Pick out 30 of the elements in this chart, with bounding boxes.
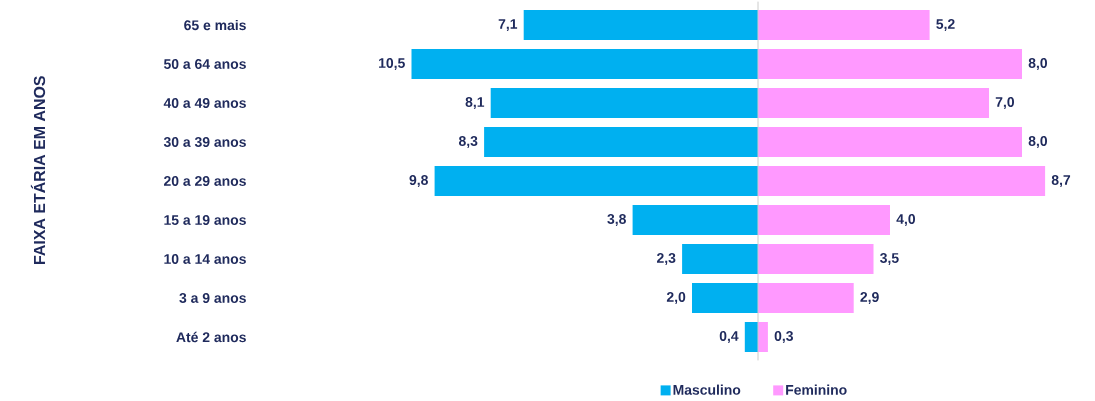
data-label: 9,8 (409, 175, 428, 187)
data-label: 2,3 (656, 253, 676, 265)
data-label: 2,0 (666, 292, 686, 304)
data-label: 8,3 (458, 136, 478, 148)
y-tick-label: 15 a 19 anos (164, 215, 246, 225)
y-axis-title: FAIXA ETÁRIA EM ANOS (30, 76, 46, 264)
data-label: 8,0 (1028, 58, 1048, 70)
data-label: 3,8 (607, 214, 626, 226)
y-tick-label: 10 a 14 anos (164, 254, 246, 264)
y-tick-label: 30 a 39 anos (163, 137, 246, 147)
data-label: 7,0 (995, 97, 1015, 109)
data-label: 8,0 (1028, 136, 1048, 148)
y-tick-label: 65 e mais (184, 19, 246, 31)
data-label: 10,5 (379, 58, 405, 70)
y-tick-label: 40 a 49 anos (163, 98, 246, 108)
data-label: 4,0 (896, 214, 916, 226)
data-label: 5,2 (936, 19, 955, 31)
legend-label: Feminino (786, 384, 847, 395)
legend-label: Masculino (673, 384, 741, 395)
data-label: 3,5 (880, 253, 899, 265)
data-label: 0,4 (719, 331, 739, 343)
y-tick-label: 20 a 29 anos (163, 176, 246, 186)
y-tick-label: Até 2 anos (176, 331, 246, 343)
data-label: 0,3 (774, 331, 793, 343)
data-label: 7,1 (498, 19, 518, 31)
y-tick-label: 3 a 9 anos (179, 293, 246, 303)
y-tick-label: 50 a 64 anos (163, 59, 246, 69)
data-label: 8,7 (1051, 175, 1071, 187)
data-label: 2,9 (860, 292, 879, 304)
data-label: 8,1 (465, 97, 485, 109)
